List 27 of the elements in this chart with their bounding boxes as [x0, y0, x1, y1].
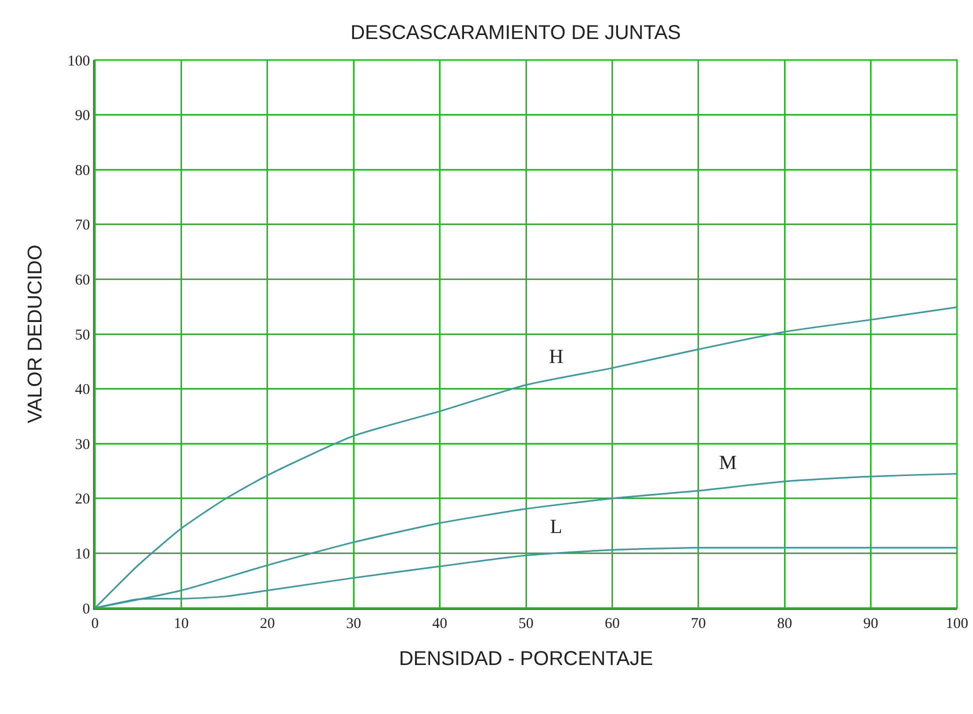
x-tick-label: 70	[690, 616, 706, 632]
y-axis-title: VALOR DEDUCIDO	[24, 244, 46, 424]
y-tick-label: 30	[75, 436, 90, 453]
y-tick-label: 10	[75, 546, 90, 562]
x-tick-label: 60	[604, 616, 620, 632]
y-tick-label: 40	[75, 382, 90, 398]
y-tick-label: 80	[75, 162, 90, 179]
x-tick-label: 90	[863, 616, 878, 632]
series-label: L	[550, 516, 562, 538]
x-tick-label: 20	[260, 616, 275, 632]
y-tick-label: 90	[75, 108, 90, 124]
series-label: H	[549, 346, 564, 368]
x-tick-label: 30	[346, 616, 362, 632]
x-tick-label: 100	[946, 616, 968, 632]
y-tick-label: 70	[75, 218, 90, 234]
y-tick-label: 60	[75, 272, 90, 288]
x-tick-label: 80	[777, 616, 792, 632]
y-tick-label: 50	[75, 327, 90, 344]
y-tick-label: 100	[68, 53, 90, 70]
y-tick-label: 20	[75, 492, 90, 508]
chart-title: DESCASCARAMIENTO DE JUNTAS	[350, 22, 681, 44]
series-label: M	[719, 452, 737, 474]
x-tick-label: 40	[432, 616, 448, 632]
x-axis-title: DENSIDAD - PORCENTAJE	[398, 648, 654, 670]
x-tick-label: 10	[174, 616, 189, 632]
x-tick-label: 50	[518, 616, 534, 632]
y-tick-label: 0	[82, 601, 90, 618]
